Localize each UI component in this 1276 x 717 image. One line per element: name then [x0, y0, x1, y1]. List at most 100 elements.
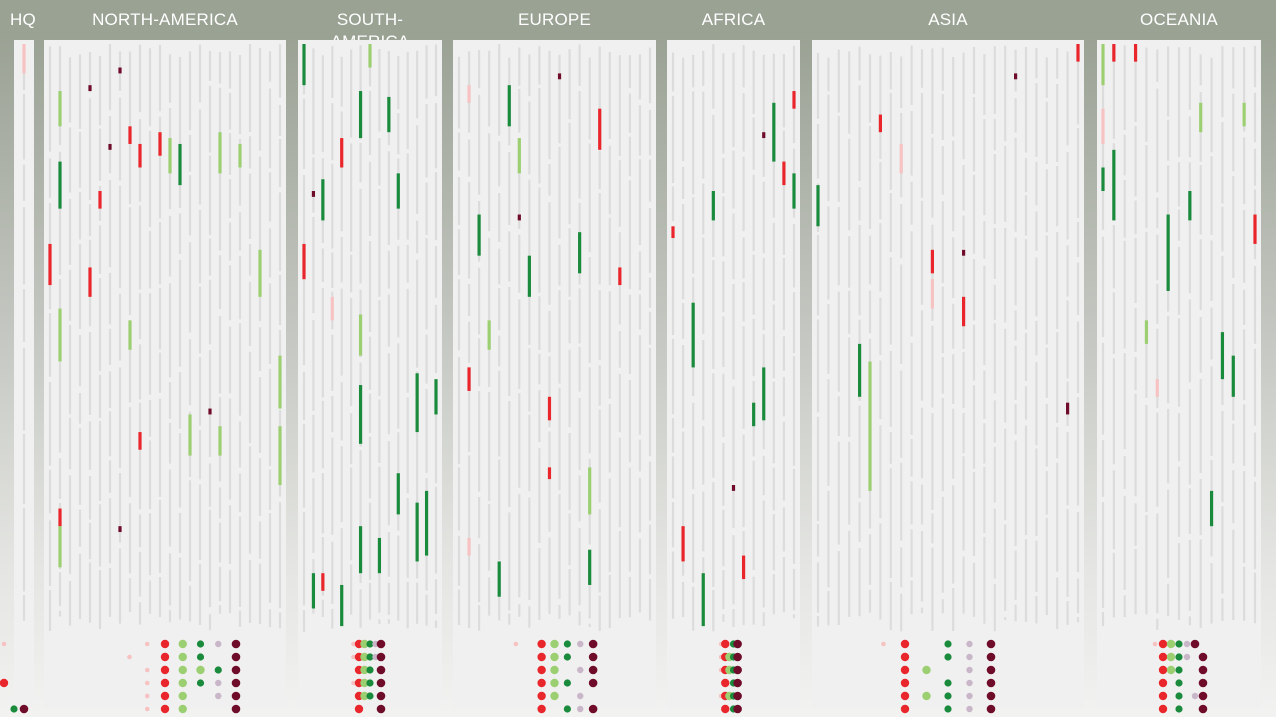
track-segment [118, 185, 122, 289]
track-segment [416, 125, 419, 214]
track-segment [158, 576, 162, 618]
summary-dot [144, 641, 150, 647]
track-segment [1123, 240, 1126, 349]
track-segment [98, 225, 102, 274]
track-segment [538, 448, 541, 543]
track-segment [1199, 539, 1202, 628]
track-segment [467, 455, 471, 545]
track-segment [1123, 495, 1126, 590]
track-segment [88, 562, 92, 623]
track-segment [671, 456, 675, 499]
track-segment [972, 174, 976, 254]
track-segment [1134, 237, 1137, 303]
summary-dot [563, 679, 571, 687]
track-segment [792, 223, 796, 288]
track-segment [340, 150, 343, 232]
summary-dot [366, 679, 374, 687]
summary-dot [1198, 704, 1208, 714]
track-segment [1066, 432, 1069, 506]
track-segment [1014, 440, 1017, 547]
track-segment [1243, 404, 1246, 466]
track-segment [350, 413, 353, 465]
track-segment [910, 110, 913, 176]
track-segment [498, 370, 501, 457]
track-segment [752, 254, 755, 315]
track-segment [1134, 548, 1137, 615]
summary-dot [366, 692, 374, 700]
track-segment [920, 310, 924, 401]
track-segment [752, 576, 755, 625]
track-segment [1123, 45, 1126, 131]
summary-dot [196, 665, 205, 675]
track-segment [702, 425, 705, 485]
track-segment [128, 503, 132, 574]
track-segment [1112, 470, 1115, 550]
track-segment [1210, 521, 1213, 557]
track-segment [378, 138, 381, 186]
summary-dot [944, 640, 952, 648]
segment-mark [487, 320, 491, 350]
track-segment [1145, 145, 1148, 229]
summary-dot [1152, 641, 1158, 647]
track-segment [1014, 403, 1017, 435]
track-segment [457, 535, 461, 586]
track-segment [1232, 47, 1235, 89]
track-segment [868, 235, 872, 285]
track-segment [350, 564, 353, 615]
track-segment [671, 227, 675, 336]
track-segment [1014, 49, 1017, 92]
track-segment [568, 568, 571, 616]
segment-mark [1133, 44, 1138, 62]
track-segment [712, 482, 715, 587]
track-segment [1035, 83, 1038, 157]
track-segment [742, 326, 745, 429]
track-segment [508, 400, 511, 508]
track-segment [993, 118, 996, 151]
segment-mark [88, 85, 92, 92]
track-segment [712, 260, 715, 369]
segment-mark [772, 102, 776, 162]
track-segment [1156, 197, 1159, 229]
track-segment [931, 137, 934, 218]
track-segment [538, 46, 541, 85]
track-segment [558, 54, 561, 144]
summary-dot [563, 653, 571, 661]
track-segment [1177, 246, 1181, 315]
summary-dot [733, 639, 742, 649]
track-segment [962, 456, 965, 551]
summary-dot [966, 692, 973, 700]
track-segment [920, 49, 924, 88]
segment-mark [58, 161, 62, 209]
track-segment [1066, 300, 1069, 379]
track-segment [702, 183, 705, 235]
summary-dot [231, 691, 241, 701]
track-segment [1243, 289, 1246, 326]
track-segment [158, 398, 162, 497]
summary-dot [537, 678, 546, 688]
track-segment [268, 88, 272, 169]
summary-dot [196, 653, 205, 661]
segment-mark [517, 138, 521, 174]
track-segment [178, 557, 182, 620]
segment-mark [311, 191, 316, 197]
segment-mark [58, 508, 62, 527]
track-segment [148, 513, 152, 576]
summary-dot [550, 678, 559, 688]
segment-mark [1066, 402, 1070, 415]
track-segment [558, 244, 561, 286]
track-segment [742, 282, 745, 322]
track-segment [931, 48, 934, 134]
track-segment [941, 47, 944, 91]
segment-mark [930, 249, 934, 274]
segment-mark [467, 537, 471, 556]
segment-mark [1188, 191, 1192, 221]
track-segment [168, 469, 172, 547]
track-segment [1188, 616, 1191, 626]
track-segment [78, 334, 82, 387]
summary-dot [966, 679, 973, 687]
track-segment [1156, 49, 1159, 82]
summary-dot [1166, 665, 1176, 675]
track-segment [478, 605, 481, 631]
track-segment [1188, 299, 1191, 383]
segment-mark [208, 408, 212, 415]
